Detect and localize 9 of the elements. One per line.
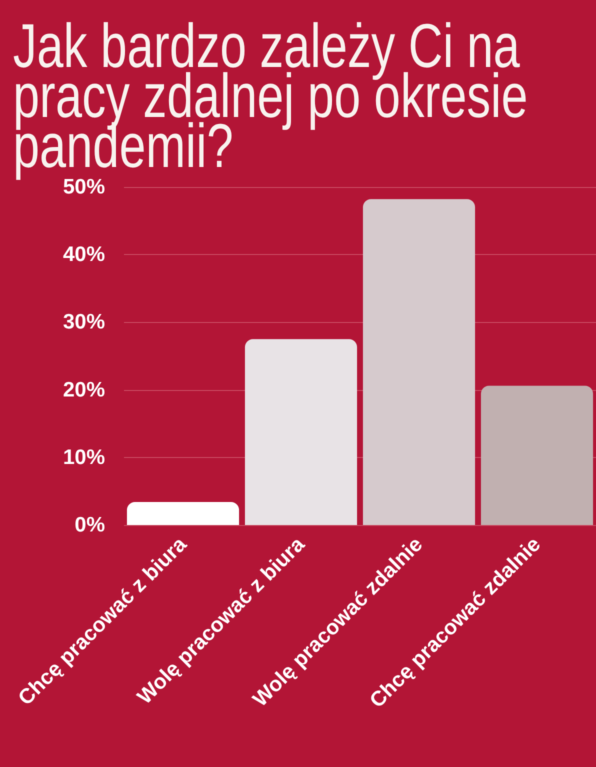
y-tick-label: 20%	[62, 378, 106, 402]
bar	[480, 386, 594, 525]
bar	[362, 199, 476, 525]
y-tick-label: 40%	[62, 243, 106, 266]
y-tick-label: 30%	[62, 310, 106, 334]
y-tick-label: 0%	[74, 514, 106, 536]
bar	[244, 339, 358, 525]
bar	[126, 502, 240, 525]
y-tick-label: 10%	[62, 446, 106, 469]
